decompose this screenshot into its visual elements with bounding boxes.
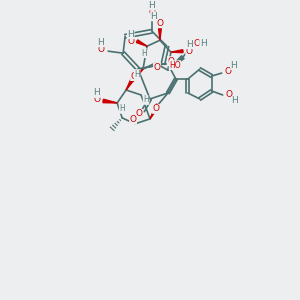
Polygon shape xyxy=(126,79,134,90)
Polygon shape xyxy=(171,50,183,53)
Polygon shape xyxy=(131,69,143,81)
Polygon shape xyxy=(136,40,147,46)
Text: H: H xyxy=(134,70,140,79)
Text: O: O xyxy=(157,19,164,28)
Text: H: H xyxy=(143,95,149,104)
Text: O: O xyxy=(186,47,193,56)
Text: O: O xyxy=(225,67,232,76)
Text: O: O xyxy=(136,110,142,118)
Text: H: H xyxy=(186,40,193,49)
Text: H: H xyxy=(232,96,238,105)
Polygon shape xyxy=(158,27,161,40)
Polygon shape xyxy=(103,99,117,103)
Text: HO: HO xyxy=(169,61,181,70)
Text: O: O xyxy=(154,63,160,72)
Polygon shape xyxy=(150,104,160,119)
Text: H: H xyxy=(98,38,104,47)
Text: O: O xyxy=(152,104,160,113)
Text: O: O xyxy=(127,37,134,46)
Text: H: H xyxy=(141,49,147,58)
Text: H: H xyxy=(119,104,125,113)
Text: H: H xyxy=(151,12,158,21)
Text: O: O xyxy=(167,57,174,66)
Text: H: H xyxy=(200,39,206,48)
Text: O: O xyxy=(97,45,104,54)
Text: O: O xyxy=(130,116,136,124)
Text: H: H xyxy=(148,1,155,10)
Polygon shape xyxy=(168,56,184,70)
Text: O: O xyxy=(194,39,201,48)
Text: O: O xyxy=(130,72,138,81)
Text: O: O xyxy=(226,91,232,100)
Text: H: H xyxy=(127,30,134,39)
Text: H: H xyxy=(94,88,100,98)
Text: O: O xyxy=(93,95,100,104)
Text: O: O xyxy=(148,8,155,17)
Text: H: H xyxy=(231,61,237,70)
